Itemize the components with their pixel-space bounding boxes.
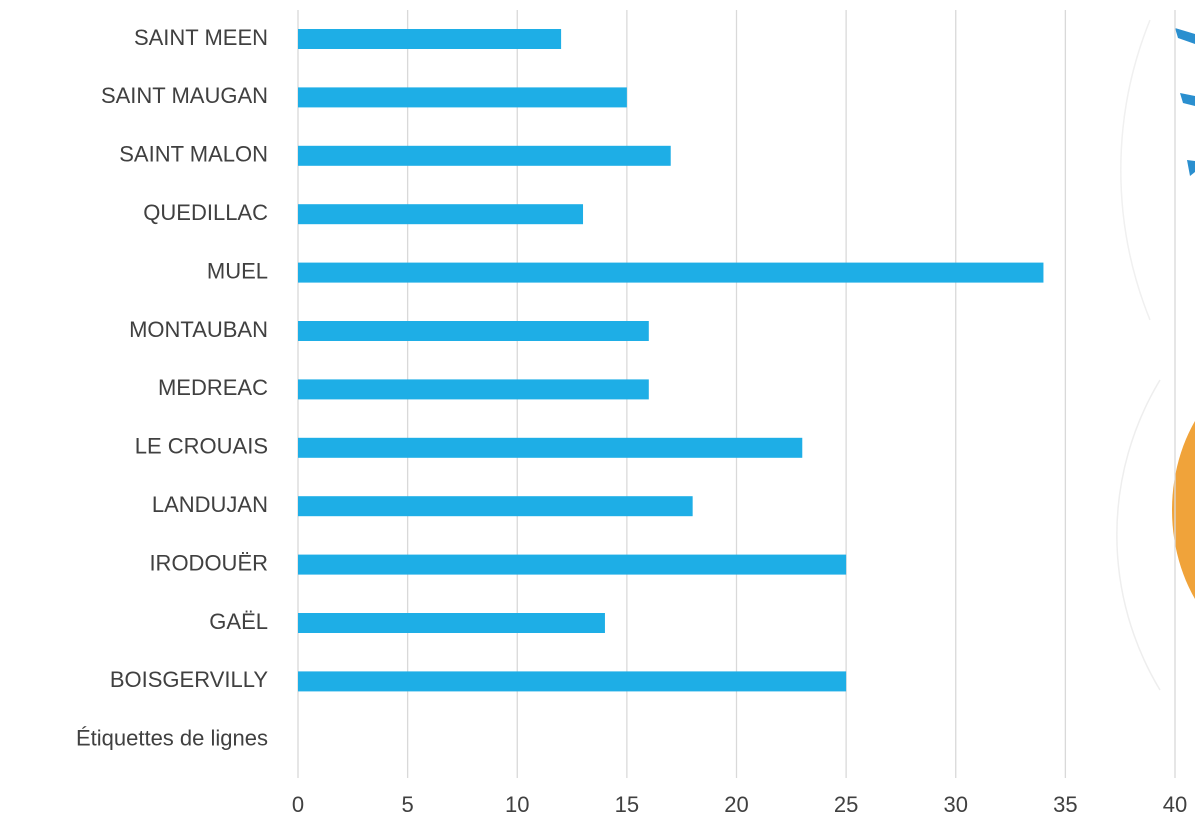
bar xyxy=(298,554,847,575)
bar xyxy=(298,671,847,692)
bar xyxy=(298,437,803,458)
y-tick-label: MEDREAC xyxy=(158,375,268,400)
decoration-arc xyxy=(1116,379,1161,691)
x-tick-label: 0 xyxy=(292,792,304,817)
y-tick-label: MONTAUBAN xyxy=(129,317,268,342)
y-tick-label: LANDUJAN xyxy=(152,492,268,517)
bar xyxy=(298,29,562,49)
decoration xyxy=(1116,19,1195,691)
bar xyxy=(298,379,649,400)
x-tick-label: 15 xyxy=(615,792,639,817)
x-tick-label: 5 xyxy=(402,792,414,817)
bar xyxy=(298,87,627,108)
bar xyxy=(298,204,584,225)
x-tick-label: 25 xyxy=(834,792,858,817)
y-tick-label: LE CROUAIS xyxy=(135,434,268,459)
x-tick-label: 30 xyxy=(944,792,968,817)
y-tick-label: BOISGERVILLY xyxy=(110,667,268,692)
y-tick-label: QUEDILLAC xyxy=(143,200,268,225)
decoration-circle xyxy=(1172,421,1195,599)
bar xyxy=(298,321,649,341)
decoration-stroke xyxy=(1175,28,1195,44)
y-tick-label: SAINT MAUGAN xyxy=(101,83,268,108)
x-tick-label: 10 xyxy=(505,792,529,817)
bar xyxy=(298,613,605,633)
y-tick-label: MUEL xyxy=(207,258,268,283)
y-tick-label: Étiquettes de lignes xyxy=(76,726,268,751)
y-tick-label: IRODOUËR xyxy=(149,550,268,575)
y-tick-label: SAINT MALON xyxy=(119,142,268,167)
decoration-stroke xyxy=(1187,160,1195,176)
bar xyxy=(298,145,671,166)
y-tick-label: SAINT MEEN xyxy=(134,25,268,50)
bar xyxy=(298,262,1044,283)
decoration-arc xyxy=(1120,19,1151,321)
bar xyxy=(298,496,693,517)
x-tick-label: 40 xyxy=(1163,792,1187,817)
y-tick-label: GAËL xyxy=(209,609,268,634)
decoration-stroke xyxy=(1180,93,1195,106)
x-tick-label: 35 xyxy=(1053,792,1077,817)
x-tick-label: 20 xyxy=(724,792,748,817)
